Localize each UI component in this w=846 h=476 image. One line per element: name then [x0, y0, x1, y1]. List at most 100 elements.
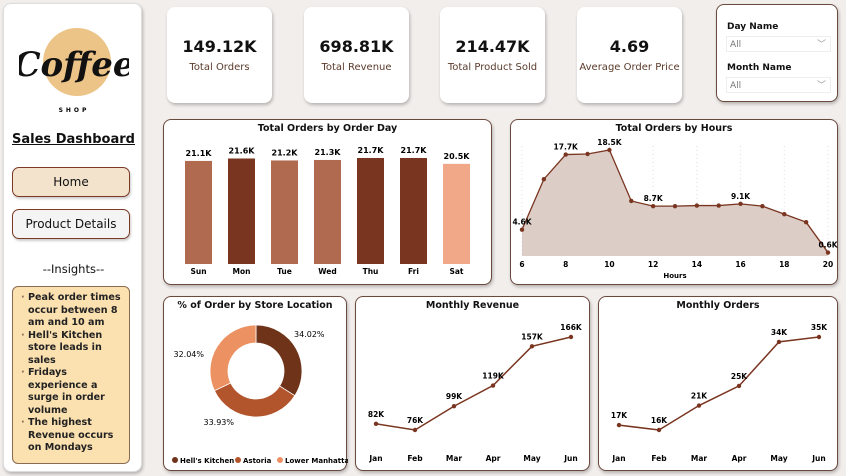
store-location-chart: % of Order by Store Location 34.02% 33.93… [163, 296, 348, 471]
x-tick-label: Wed [318, 267, 336, 276]
kpi-value: 698.81K [319, 37, 394, 56]
data-label: 4.6K [512, 218, 532, 227]
chart-title: Total Orders by Hours [615, 123, 733, 134]
bar [357, 158, 384, 264]
data-point [373, 421, 379, 426]
bar [271, 160, 298, 264]
data-label: 119K [482, 372, 505, 381]
x-tick-label: 12 [648, 260, 658, 269]
x-tick-label: Mon [233, 267, 251, 276]
data-label: 34K [771, 328, 788, 337]
monthly-orders-chart: Monthly Orders 17K Jan 16K Feb 21K Mar 25K Apr 3… [598, 296, 838, 471]
data-point [782, 211, 787, 217]
data-label: 0.6K [818, 241, 838, 250]
data-point [738, 201, 743, 207]
product-details-button[interactable]: Product Details [12, 209, 130, 239]
data-point [607, 147, 612, 153]
data-point [656, 427, 662, 433]
x-tick-label: Fri [408, 267, 419, 276]
kpi-value: 4.69 [609, 37, 650, 56]
chevron-down-icon: ﹀ [816, 81, 826, 91]
x-tick-label: Sat [449, 267, 463, 276]
x-tick-label: 18 [779, 260, 789, 269]
legend-marker [172, 457, 178, 463]
chart-title: Monthly Revenue [425, 300, 520, 311]
data-point [650, 203, 656, 209]
day-name-label: Day Name [727, 22, 779, 32]
data-label: 76K [407, 416, 424, 425]
x-tick-label: 16 [735, 260, 745, 269]
bar [400, 158, 427, 264]
x-tick-label: 6 [519, 260, 524, 269]
data-label: 8.7K [644, 194, 664, 203]
data-point [672, 203, 678, 209]
x-tick-label: 20 [823, 260, 833, 269]
orders-by-hours-chart: Total Orders by Hours 4.6K 17.7K 18.5K 8.7K… [510, 119, 839, 285]
donut-slice [209, 324, 257, 392]
x-tick-label: Jun [811, 454, 825, 463]
data-label: 34.02% [294, 330, 325, 339]
sidebar: Coffee SHOP Sales Dashboard Home Product… [3, 3, 142, 472]
data-label: 21.7K [358, 146, 385, 155]
x-tick-label: Thu [363, 267, 379, 276]
area-fill [522, 149, 828, 256]
data-point [776, 339, 782, 345]
series-line [375, 336, 572, 431]
bar [314, 159, 341, 264]
x-tick-label: Jan [611, 454, 625, 463]
dashboard-title: Sales Dashboard [12, 132, 135, 147]
insight-item: The highest Revenue occurs on Mondays [21, 417, 123, 455]
data-label: 25K [731, 372, 748, 381]
monthly-revenue-chart: Monthly Revenue 82K Jan 76K Feb 99K Mar 119K Ap… [355, 296, 590, 471]
x-tick-label: Tue [277, 267, 292, 276]
x-tick-label: 8 [563, 260, 568, 269]
data-point [541, 177, 547, 182]
data-point [616, 422, 622, 428]
insight-item: Hell's Kitchen store leads in sales [21, 330, 123, 368]
data-point [490, 383, 496, 388]
x-tick-label: Feb [651, 454, 667, 463]
bar [228, 158, 255, 264]
kpi-label: Total Revenue [321, 62, 392, 73]
data-label: 21.1K [186, 149, 213, 158]
orders-by-day-chart: Total Orders by Order Day 21.1K Sun 21.6K M… [163, 119, 492, 285]
data-point [736, 383, 742, 389]
day-name-dropdown[interactable]: All ﹀ [726, 36, 831, 52]
data-label: 17K [611, 411, 628, 420]
legend-label: Lower Manhattan [285, 457, 348, 465]
x-tick-label: Feb [407, 454, 423, 463]
data-label: 157K [521, 332, 544, 341]
data-point [716, 203, 721, 208]
data-label: 9.1K [731, 192, 751, 201]
data-point [803, 219, 809, 225]
data-point [694, 203, 700, 208]
home-button[interactable]: Home [12, 167, 130, 197]
data-label: 18.5K [597, 138, 623, 147]
data-label: 21.3K [315, 148, 342, 157]
data-point [451, 404, 457, 409]
month-name-dropdown[interactable]: All ﹀ [726, 77, 831, 93]
legend-marker [277, 457, 283, 463]
legend-marker [235, 457, 241, 463]
x-tick-label: Jun [563, 454, 577, 463]
kpi-label: Total Orders [189, 62, 250, 73]
x-tick-label: 10 [604, 260, 614, 269]
x-tick-label: Apr [486, 454, 501, 463]
chart-title: Monthly Orders [676, 300, 760, 311]
insights-panel: Peak order times occur between 8 am and … [12, 286, 130, 464]
data-point [585, 151, 590, 157]
x-tick-label: Apr [732, 454, 747, 463]
data-label: 17.7K [554, 143, 580, 152]
kpi-average-order-price: 4.69 Average Order Price [577, 7, 682, 103]
x-tick-label: Jan [368, 454, 382, 463]
chart-title: Total Orders by Order Day [257, 123, 398, 134]
data-label: 82K [368, 410, 385, 419]
data-label: 35K [811, 323, 828, 332]
dropdown-value: All [730, 40, 742, 50]
data-label: 166K [560, 323, 583, 332]
insight-item: Peak order times occur between 8 am and … [21, 292, 123, 330]
x-tick-label: Sun [190, 267, 206, 276]
x-tick-label: 14 [692, 260, 702, 269]
data-label: 21.7K [401, 146, 428, 155]
kpi-label: Average Order Price [579, 62, 680, 73]
